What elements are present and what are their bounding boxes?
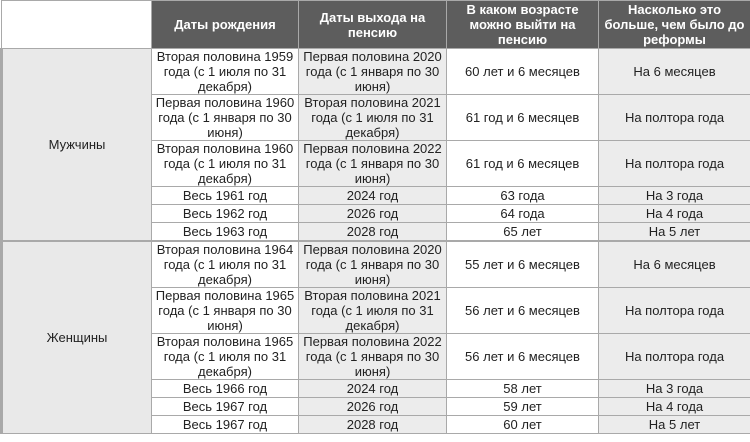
- retirement-dates-cell: Первая половина 2020 года (с 1 января по…: [298, 48, 447, 95]
- table-row: Вторая половина 1960 года (с 1 июля по 3…: [2, 140, 750, 187]
- increase-cell: На 4 года: [598, 397, 750, 416]
- retirement-age-cell: 58 лет: [446, 379, 599, 398]
- birth-dates-cell: Первая половина 1960 года (с 1 января по…: [151, 94, 299, 141]
- retirement-dates-cell: 2026 год: [298, 397, 447, 416]
- birth-dates-cell: Вторая половина 1959 года (с 1 июля по 3…: [151, 48, 299, 95]
- table-row: Весь 1961 год 2024 год 63 года На 3 года: [2, 186, 750, 205]
- header-retirement-age: В каком возрасте можно выйти на пенсию: [446, 0, 599, 49]
- retirement-dates-cell: 2024 год: [298, 186, 447, 205]
- increase-cell: На 6 месяцев: [598, 240, 750, 288]
- birth-dates-cell: Вторая половина 1965 года (с 1 июля по 3…: [151, 333, 299, 380]
- increase-cell: На полтора года: [598, 287, 750, 334]
- retirement-age-cell: 60 лет и 6 месяцев: [446, 48, 599, 95]
- retirement-dates-cell: Первая половина 2022 года (с 1 января по…: [298, 333, 447, 380]
- increase-cell: На 3 года: [598, 186, 750, 205]
- birth-dates-cell: Весь 1967 год: [151, 397, 299, 416]
- retirement-age-cell: 55 лет и 6 месяцев: [446, 240, 599, 288]
- birth-dates-cell: Весь 1962 год: [151, 204, 299, 223]
- group-label: Женщины: [0, 240, 152, 434]
- retirement-age-cell: 59 лет: [446, 397, 599, 416]
- retirement-dates-cell: 2026 год: [298, 204, 447, 223]
- birth-dates-cell: Вторая половина 1964 года (с 1 июля по 3…: [151, 240, 299, 288]
- header-birth-dates: Даты рождения: [151, 0, 299, 49]
- increase-cell: На полтора года: [598, 94, 750, 141]
- increase-cell: На полтора года: [598, 333, 750, 380]
- increase-cell: На 5 лет: [598, 415, 750, 434]
- table-row: Весь 1966 год 2024 год 58 лет На 3 года: [2, 379, 750, 398]
- increase-cell: На 6 месяцев: [598, 48, 750, 95]
- table-row: Вторая половина 1965 года (с 1 июля по 3…: [2, 333, 750, 380]
- table-row: Весь 1962 год 2026 год 64 года На 4 года: [2, 204, 750, 223]
- retirement-age-cell: 56 лет и 6 месяцев: [446, 287, 599, 334]
- retirement-age-cell: 65 лет: [446, 222, 599, 242]
- increase-cell: На 5 лет: [598, 222, 750, 242]
- retirement-age-cell: 64 года: [446, 204, 599, 223]
- retirement-dates-cell: 2028 год: [298, 415, 447, 434]
- birth-dates-cell: Вторая половина 1960 года (с 1 июля по 3…: [151, 140, 299, 187]
- group-label: Мужчины: [0, 48, 152, 242]
- header-blank: [1, 0, 152, 49]
- header-retirement-dates: Даты выхода на пенсию: [298, 0, 447, 49]
- table-row: Женщины Вторая половина 1964 года (с 1 ию…: [0, 240, 750, 434]
- retirement-age-cell: 63 года: [446, 186, 599, 205]
- retirement-dates-cell: 2024 год: [298, 379, 447, 398]
- table-row: Весь 1967 год 2028 год 60 лет На 5 лет: [2, 415, 750, 434]
- birth-dates-cell: Первая половина 1965 года (с 1 января по…: [151, 287, 299, 334]
- retirement-dates-cell: Вторая половина 2021 года (с 1 июля по 3…: [298, 94, 447, 141]
- increase-cell: На полтора года: [598, 140, 750, 187]
- retirement-age-cell: 61 год и 6 месяцев: [446, 140, 599, 187]
- increase-cell: На 3 года: [598, 379, 750, 398]
- retirement-age-cell: 60 лет: [446, 415, 599, 434]
- retirement-age-cell: 56 лет и 6 месяцев: [446, 333, 599, 380]
- header-increase: Насколько это больше, чем было до реформ…: [598, 0, 750, 49]
- table-row: Мужчины Вторая половина 1959 года (с 1 ию…: [0, 48, 750, 242]
- retirement-dates-cell: Вторая половина 2021 года (с 1 июля по 3…: [298, 287, 447, 334]
- birth-dates-cell: Весь 1967 год: [151, 415, 299, 434]
- birth-dates-cell: Весь 1966 год: [151, 379, 299, 398]
- birth-dates-cell: Весь 1961 год: [151, 186, 299, 205]
- retirement-dates-cell: Первая половина 2020 года (с 1 января по…: [298, 240, 447, 288]
- retirement-dates-cell: 2028 год: [298, 222, 447, 242]
- retirement-age-cell: 61 год и 6 месяцев: [446, 94, 599, 141]
- header-row: Даты рождения Даты выхода на пенсию В ка…: [1, 0, 750, 49]
- table-row: Первая половина 1960 года (с 1 января по…: [2, 94, 750, 141]
- increase-cell: На 4 года: [598, 204, 750, 223]
- retirement-dates-cell: Первая половина 2022 года (с 1 января по…: [298, 140, 447, 187]
- birth-dates-cell: Весь 1963 год: [151, 222, 299, 242]
